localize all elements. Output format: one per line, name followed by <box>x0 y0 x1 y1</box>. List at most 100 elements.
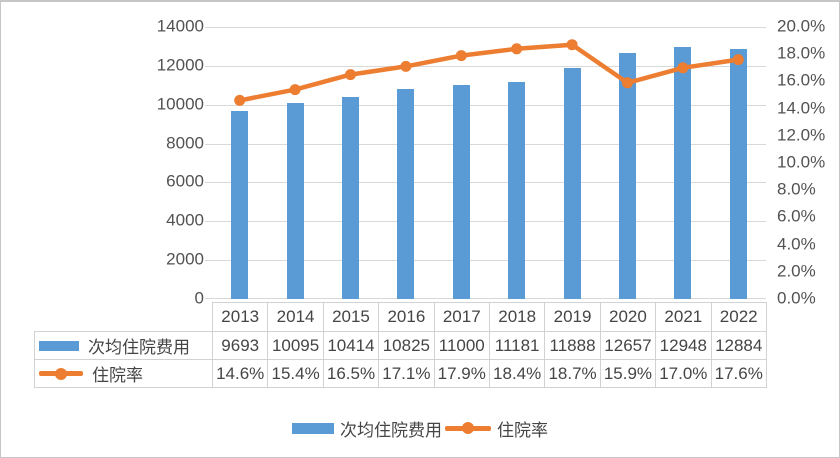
year-header-cell-2016: 2016 <box>378 302 435 332</box>
table-cell-2018: 11181 <box>488 331 546 360</box>
line-marker-2020[interactable] <box>622 77 633 89</box>
gridline <box>205 27 766 28</box>
year-header-cell-2015: 2015 <box>322 302 380 332</box>
table-cell-2020: 12657 <box>599 331 657 360</box>
gridline <box>205 105 766 106</box>
table-cell-2017: 17.9% <box>433 359 490 388</box>
series-name-label: 次均住院费用 <box>88 338 190 357</box>
table-cell-2022: 17.6% <box>710 359 767 388</box>
right-axis-tick: 12.0% <box>777 125 826 145</box>
right-axis-tick: 16.0% <box>777 71 826 91</box>
bar-2015[interactable] <box>342 96 359 299</box>
line-marker-2018[interactable] <box>511 43 523 55</box>
bar-series-swatch-icon <box>39 340 79 351</box>
right-axis-tick: 4.0% <box>777 234 816 254</box>
line-path <box>237 42 741 103</box>
table-cell-2018: 18.4% <box>488 359 546 388</box>
legend-label-bar-series: 次均住院费用 <box>340 420 442 440</box>
year-header-cell-2017: 2017 <box>433 302 490 332</box>
right-axis-tick: 14.0% <box>777 98 826 118</box>
data-table: 2013 2014 2015 2016 2017 2018 2019 2020 2021 2022… <box>34 302 767 388</box>
line-series-swatch-icon <box>39 367 83 380</box>
line-series-swatch-icon <box>445 422 491 434</box>
table-row-line-series: 住院率 14.6% 15.4% 16.5% 17.1% 17.9% 18.4% 18.7% 15… <box>34 359 767 388</box>
line-marker-2014[interactable] <box>289 84 301 96</box>
right-axis-tick: 20.0% <box>777 16 826 36</box>
gridline <box>205 144 766 145</box>
left-axis-tick: 14000 <box>156 16 204 36</box>
year-header-cell-2013: 2013 <box>211 302 269 332</box>
right-axis-tick: 8.0% <box>777 179 816 199</box>
table-year-header-row: 2013 2014 2015 2016 2017 2018 2019 2020 2021 2022 <box>35 302 767 332</box>
line-marker-2017[interactable] <box>455 50 467 62</box>
line-marker-icon <box>55 367 67 380</box>
year-header-cell-2022: 2022 <box>710 302 767 332</box>
bar-2022[interactable] <box>729 48 747 299</box>
table-cell-2014: 15.4% <box>267 359 324 388</box>
table-corner-cell <box>35 303 213 332</box>
gridline <box>205 66 766 67</box>
table-cell-2019: 11888 <box>544 331 601 360</box>
plot-area <box>205 27 766 299</box>
left-axis-tick: 6000 <box>166 172 204 192</box>
table-cell-2016: 17.1% <box>378 359 435 388</box>
table-cell-2013: 14.6% <box>211 359 269 388</box>
bar-2021[interactable] <box>674 47 692 299</box>
bar-2013[interactable] <box>231 110 249 299</box>
gridline <box>205 298 766 299</box>
left-axis-tick: 4000 <box>166 210 204 230</box>
line-marker-icon <box>462 422 474 434</box>
table-row-label: 次均住院费用 <box>34 331 213 360</box>
right-axis-tick: 6.0% <box>777 207 816 227</box>
bar-2014[interactable] <box>286 102 304 299</box>
table-cell-2022: 12884 <box>710 331 767 360</box>
table-cell-2019: 18.7% <box>544 359 601 388</box>
bar-series-swatch-icon <box>292 422 334 434</box>
bar-2018[interactable] <box>508 81 526 299</box>
bar-2020[interactable] <box>619 53 636 299</box>
right-axis-tick: 18.0% <box>777 43 826 63</box>
line-marker-2021[interactable] <box>677 62 689 74</box>
bar-2019[interactable] <box>563 68 581 299</box>
gridline <box>205 182 766 183</box>
left-axis-tick: 8000 <box>166 133 204 153</box>
table-cell-2015: 10414 <box>322 331 380 360</box>
year-header-cell-2020: 2020 <box>599 302 657 332</box>
left-axis-tick: 10000 <box>156 94 204 114</box>
table-cell-2021: 17.0% <box>655 359 712 388</box>
table-cell-2016: 10825 <box>378 331 435 360</box>
series-name-label: 住院率 <box>92 366 143 385</box>
line-marker-2015[interactable] <box>345 69 356 81</box>
right-axis-tick: 0.0% <box>777 288 816 308</box>
line-marker-2013[interactable] <box>234 94 246 106</box>
bar-2016[interactable] <box>397 88 415 299</box>
left-axis-tick: 2000 <box>166 249 204 269</box>
table-cell-2020: 15.9% <box>599 359 657 388</box>
right-axis-tick: 2.0% <box>777 261 816 281</box>
gridline <box>205 221 766 222</box>
line-marker-2016[interactable] <box>400 60 412 72</box>
right-axis-tick: 10.0% <box>777 152 826 172</box>
line-marker-2019[interactable] <box>566 39 578 51</box>
table-cell-2017: 11000 <box>433 331 490 360</box>
legend-item-line-series[interactable]: 住院率 <box>445 416 548 441</box>
line-series <box>234 39 744 106</box>
year-header-cell-2018: 2018 <box>488 302 546 332</box>
bar-series <box>212 27 766 299</box>
legend-item-bar-series[interactable]: 次均住院费用 <box>292 416 442 441</box>
gridline <box>205 260 766 261</box>
line-marker-2022[interactable] <box>732 54 744 66</box>
year-header-cell-2021: 2021 <box>655 302 712 332</box>
table-row-label: 住院率 <box>34 359 213 388</box>
year-header-cell-2014: 2014 <box>267 302 324 332</box>
bar-2017[interactable] <box>452 85 470 299</box>
chart-legend: 次均住院费用 住院率 <box>1 416 839 440</box>
year-header-cell-2019: 2019 <box>544 302 601 332</box>
left-axis-tick: 0 <box>194 288 204 308</box>
table-cell-2015: 16.5% <box>322 359 380 388</box>
table-cell-2014: 10095 <box>267 331 324 360</box>
table-cell-2021: 12948 <box>655 331 712 360</box>
table-cell-2013: 9693 <box>211 331 269 360</box>
table-row-bar-series: 次均住院费用 9693 10095 10414 10825 11000 11181 11888… <box>34 331 767 360</box>
